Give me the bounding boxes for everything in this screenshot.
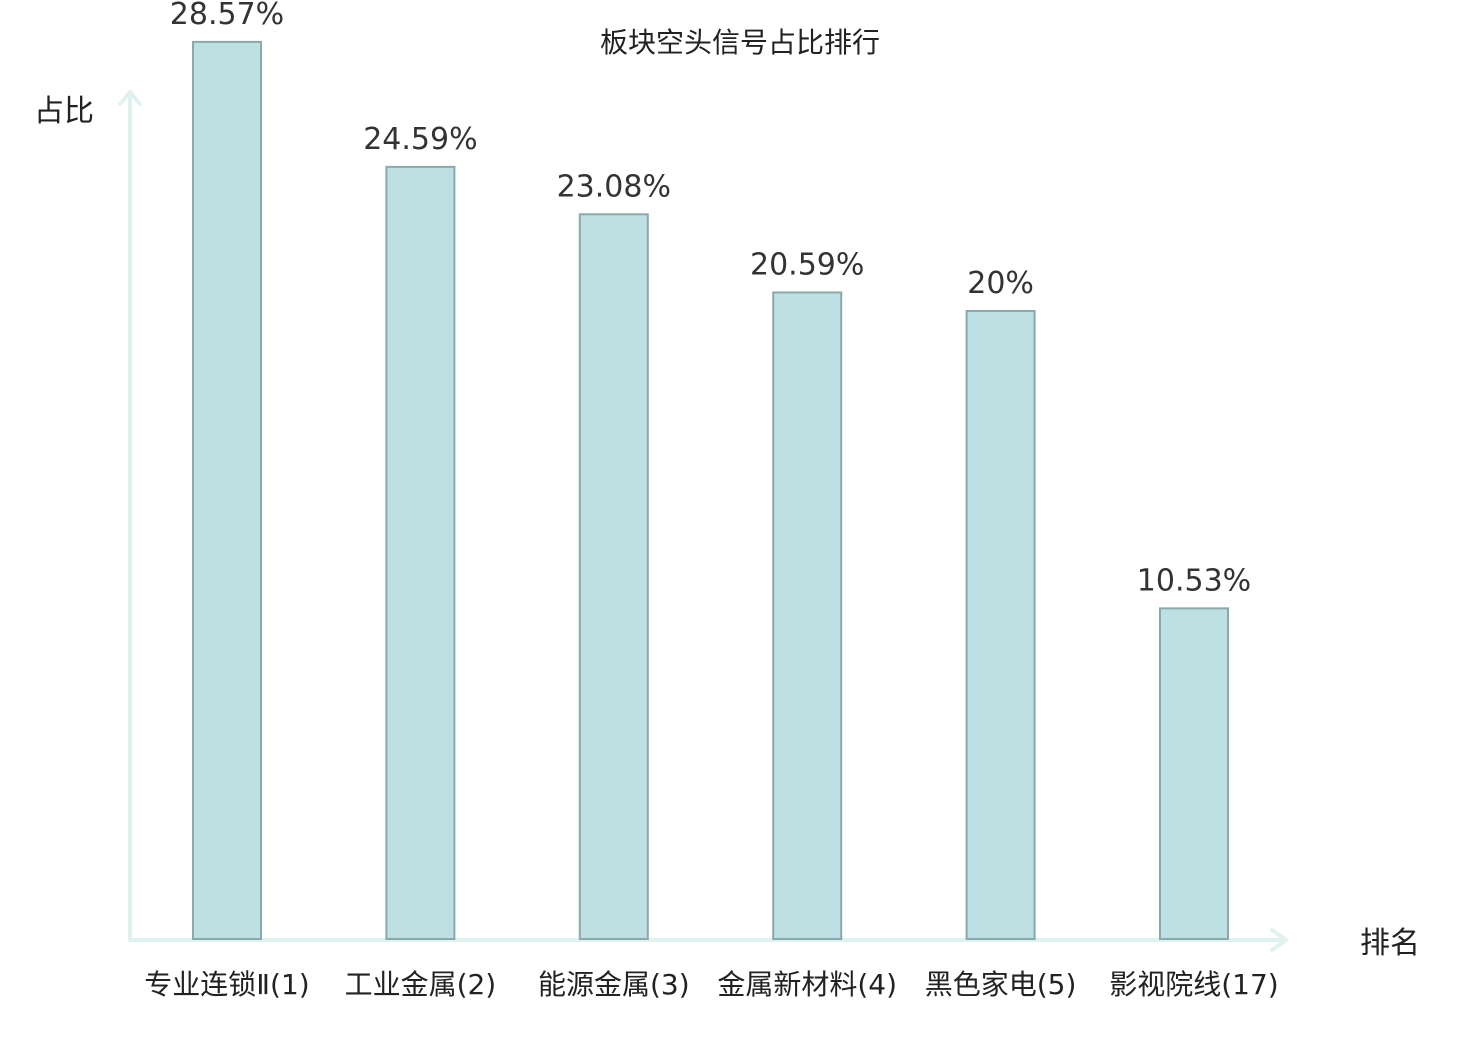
x-tick-label: 金属新材料(4) [717, 968, 897, 1001]
x-tick-label: 能源金属(3) [538, 968, 690, 1001]
x-tick-label: 工业金属(2) [345, 968, 497, 1001]
bar-value-label: 23.08% [557, 169, 671, 204]
x-tick-label: 专业连锁Ⅱ(1) [144, 968, 309, 1001]
bar [192, 40, 262, 941]
x-tick-label: 黑色家电(5) [925, 968, 1077, 1001]
bar-series: 28.57% 专业连锁Ⅱ(1) 24.59% 工业金属(2) 23.08% 能源金属(3)… [144, 0, 1278, 1001]
bar [772, 291, 843, 940]
bar-value-label: 24.59% [363, 122, 477, 157]
x-tick-label: 影视院线(17) [1109, 968, 1278, 1001]
bar [1159, 607, 1229, 940]
bar [578, 213, 649, 940]
bar-value-label: 28.57% [170, 0, 284, 32]
y-axis-arrow [118, 90, 142, 106]
x-axis-arrow [1270, 928, 1288, 952]
bar [385, 165, 456, 940]
x-axis-label: 排名 [1360, 926, 1420, 961]
bar [965, 310, 1036, 940]
bar-value-label: 20% [967, 266, 1034, 301]
bar-value-label: 10.53% [1137, 563, 1251, 598]
chart-title: 板块空头信号占比排行 [600, 26, 880, 59]
y-axis-label: 占比 [34, 94, 94, 129]
bar-value-label: 20.59% [750, 247, 864, 282]
